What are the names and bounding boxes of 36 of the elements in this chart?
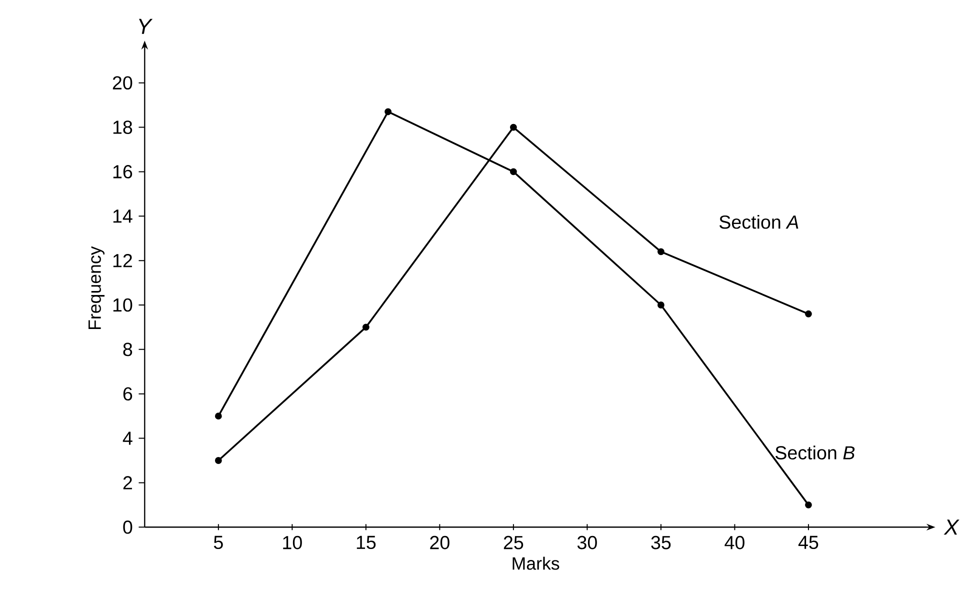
- series-label: Section B: [775, 445, 855, 460]
- point: [657, 248, 664, 255]
- text: X: [944, 519, 960, 534]
- x-tick-label: 30: [577, 536, 597, 550]
- y-tick-label: 8: [123, 342, 132, 356]
- point: [214, 412, 222, 420]
- x-tick-label: 45: [798, 536, 818, 549]
- y-tick-label: 12: [113, 254, 132, 267]
- x-tick-label: 10: [283, 536, 302, 550]
- y-tick-label: 6: [123, 387, 132, 400]
- y-tick-label: 2: [123, 476, 132, 490]
- y-tick-label: 0: [123, 520, 132, 534]
- x-tick-label: 40: [724, 536, 744, 550]
- point: [384, 108, 392, 116]
- x-tick-label: 20: [430, 536, 450, 550]
- y-tick-label: 20: [112, 76, 132, 90]
- point: [805, 501, 812, 508]
- point: [805, 310, 812, 318]
- x-tick-label: 15: [356, 536, 376, 549]
- point: [362, 324, 370, 330]
- y-tick-label: 4: [122, 432, 132, 445]
- point: [510, 168, 517, 175]
- point: [510, 124, 517, 131]
- x-axis-title: Marks: [512, 556, 560, 570]
- text: Y: [139, 18, 153, 34]
- y-axis-title: Frequency: [88, 246, 105, 329]
- y-tick-label: 10: [113, 298, 132, 312]
- y-tick-label: 14: [113, 209, 132, 222]
- x-tick-label: 25: [504, 536, 524, 550]
- text: Section A: [719, 214, 798, 229]
- point: [657, 301, 664, 308]
- x-tick-label: 5: [214, 536, 223, 549]
- y-tick-label: 18: [113, 120, 132, 134]
- x-tick-label: 35: [651, 536, 671, 550]
- y-tick-label: 16: [113, 164, 132, 178]
- point: [214, 456, 222, 464]
